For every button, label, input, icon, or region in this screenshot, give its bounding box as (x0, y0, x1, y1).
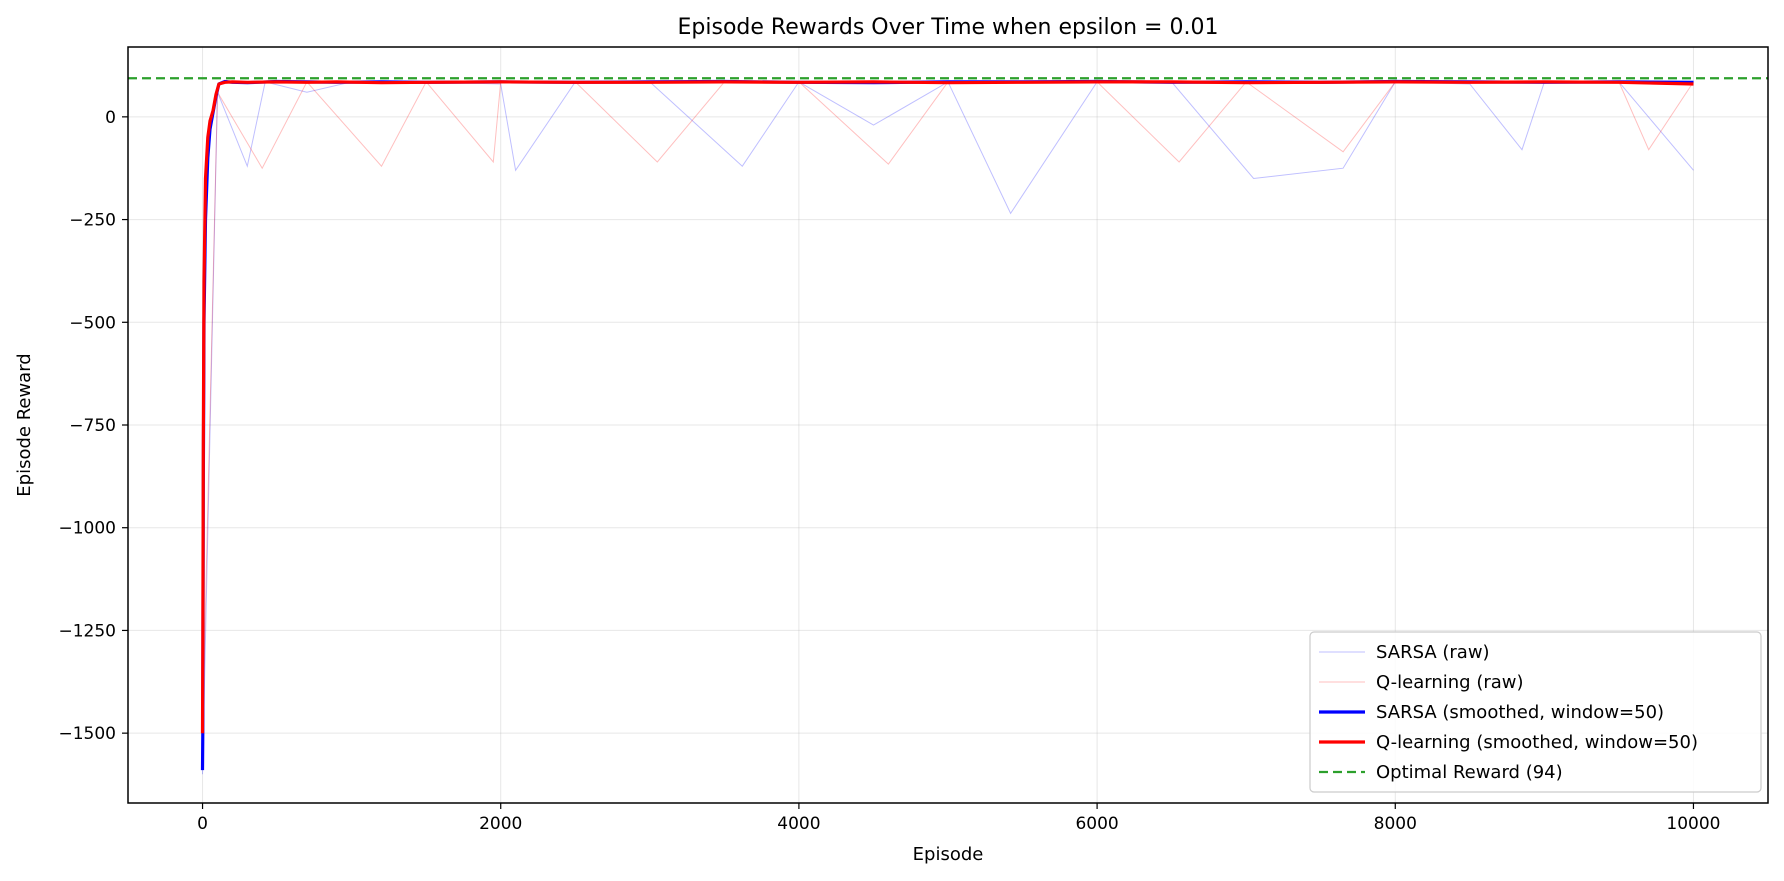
x-tick-label: 2000 (479, 814, 522, 834)
legend-label: Q-learning (smoothed, window=50) (1376, 732, 1698, 753)
y-axis-label: Episode Reward (14, 353, 35, 496)
legend-label: Optimal Reward (94) (1376, 762, 1563, 783)
y-tick-label: −1000 (58, 519, 116, 539)
x-tick-label: 4000 (777, 814, 820, 834)
y-tick-label: −250 (69, 211, 116, 231)
chart-title: Episode Rewards Over Time when epsilon =… (678, 15, 1219, 40)
x-tick-label: 8000 (1374, 814, 1417, 834)
legend: SARSA (raw) Q-learning (raw) SARSA (smooth… (1309, 631, 1762, 793)
y-ticks: 0 −250 −500 −750 −1000 −1250 −1500 (58, 108, 128, 744)
x-tick-label: 6000 (1075, 814, 1118, 834)
x-tick-label: 0 (197, 814, 208, 834)
legend-label: SARSA (raw) (1376, 642, 1490, 663)
legend-label: SARSA (smoothed, window=50) (1376, 702, 1664, 723)
x-ticks: 0 2000 4000 6000 8000 10000 (197, 803, 1721, 834)
y-tick-label: −1500 (58, 724, 116, 744)
series-q-learning-smoothed-window-50 (200, 80, 1694, 734)
x-axis-label: Episode (913, 844, 984, 865)
x-tick-label: 10000 (1666, 814, 1720, 834)
y-tick-label: −1250 (58, 621, 116, 641)
legend-label: Q-learning (raw) (1376, 672, 1524, 693)
y-tick-label: −750 (69, 416, 116, 436)
legend-box (1309, 631, 1762, 793)
y-tick-label: 0 (105, 108, 116, 128)
smooth-series (200, 79, 1694, 771)
y-tick-label: −500 (69, 313, 116, 333)
